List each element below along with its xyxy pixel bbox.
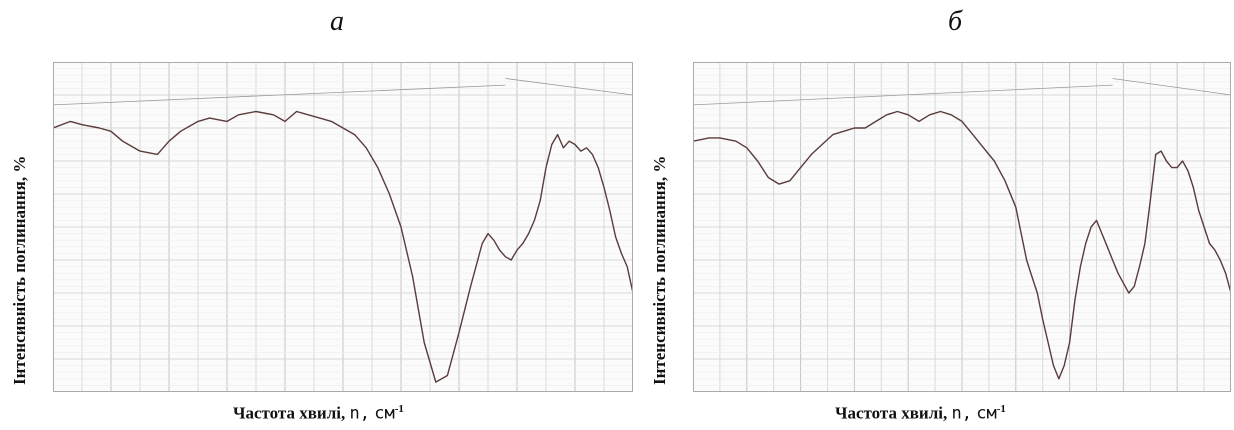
panel-b-spectrum-chart bbox=[693, 62, 1231, 392]
panel-a-x-axis-text: Частота хвилі, bbox=[233, 403, 346, 423]
panel-b-x-axis-label: Частота хвилі, n, см-1 bbox=[835, 403, 1006, 424]
panel-a-x-axis-exponent: -1 bbox=[394, 403, 404, 415]
baseline-trace bbox=[693, 84, 1113, 106]
panel-a-x-axis-symbol: n, bbox=[349, 403, 370, 424]
panel-b-x-axis-symbol: n, bbox=[951, 403, 972, 424]
spectrum-series-line bbox=[53, 110, 633, 383]
grid bbox=[693, 62, 1231, 392]
panel-a-letter: а bbox=[330, 6, 344, 37]
baseline-trace bbox=[53, 84, 506, 106]
panel-a-y-axis-label: Інтенсивність поглинання, % bbox=[10, 155, 29, 385]
plot-frame bbox=[693, 62, 1231, 392]
panel-a-x-axis-unit: см bbox=[374, 403, 395, 424]
panel-b-y-axis-label: Інтенсивність поглинання, % bbox=[650, 155, 669, 385]
panel-b-x-axis-text: Частота хвилі, bbox=[835, 403, 948, 423]
panel-b-letter: б bbox=[948, 6, 963, 37]
panel-b-x-axis-exponent: -1 bbox=[996, 403, 1006, 415]
panel-b-x-axis-unit: см bbox=[976, 403, 997, 424]
panel-a-x-axis-label: Частота хвилі, n, см-1 bbox=[233, 403, 404, 424]
plot-frame bbox=[53, 62, 633, 392]
baseline-trace-right bbox=[1112, 78, 1231, 96]
spectrum-series-line bbox=[693, 110, 1231, 380]
baseline-trace-right bbox=[505, 78, 633, 96]
grid bbox=[53, 62, 633, 392]
panel-a-spectrum-chart bbox=[53, 62, 633, 392]
